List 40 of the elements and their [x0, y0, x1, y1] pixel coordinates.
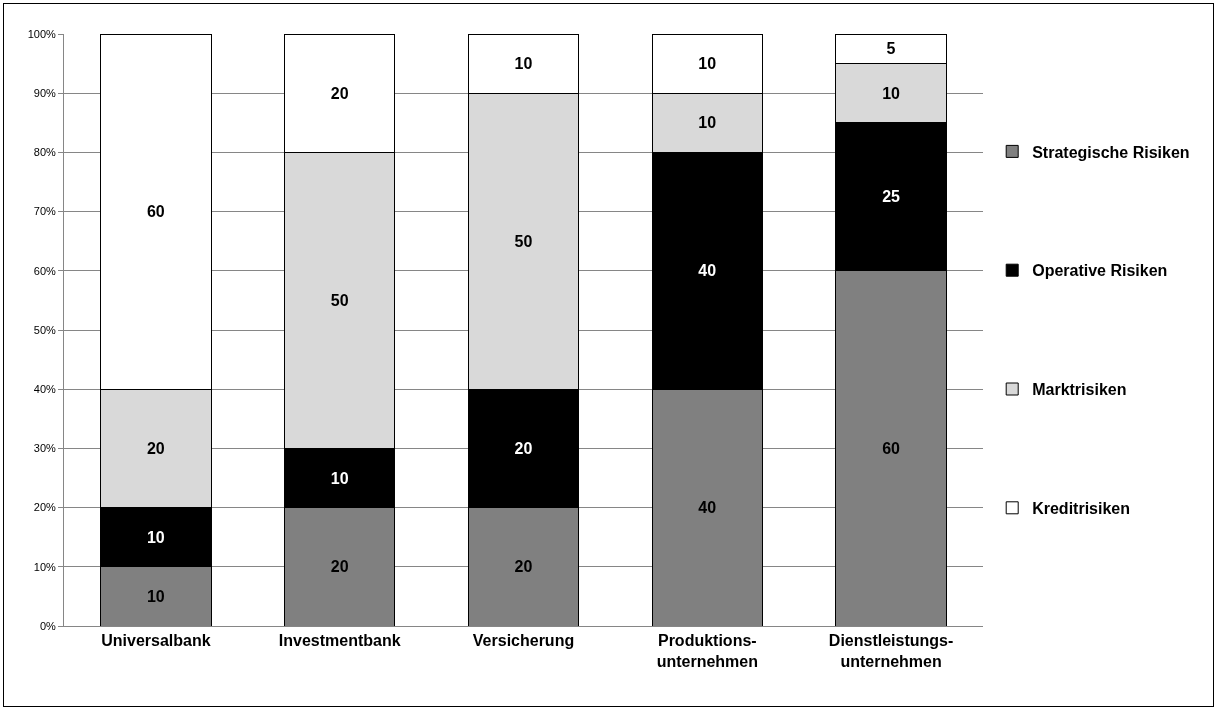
- data-label: 20: [514, 558, 533, 576]
- y-tick-label: 90%: [33, 87, 56, 100]
- x-tick-label: Versicherung: [472, 632, 575, 650]
- y-tick-label: 60%: [33, 264, 56, 277]
- data-label: 50: [330, 291, 349, 309]
- y-tick-label: 100%: [27, 27, 57, 40]
- data-label: 20: [330, 558, 349, 576]
- data-label: 10: [146, 587, 165, 605]
- data-label: 10: [698, 114, 717, 132]
- y-tick-label: 0%: [39, 619, 57, 632]
- data-label: 50: [514, 232, 533, 250]
- y-tick-label: 40%: [33, 383, 56, 396]
- x-tick-label: Dienstleistungs- unternehmen: [828, 632, 954, 670]
- y-tick-label: 70%: [33, 205, 56, 218]
- data-label: 25: [882, 188, 901, 206]
- data-label: 10: [514, 55, 533, 73]
- data-label: 20: [146, 439, 165, 457]
- data-label: 5: [886, 40, 896, 58]
- legend-label: Kreditrisiken: [1032, 500, 1130, 518]
- legend-label: Strategische Risiken: [1032, 143, 1190, 161]
- y-tick-label: 80%: [33, 146, 56, 159]
- data-label: 40: [698, 262, 717, 280]
- data-label: 60: [146, 203, 165, 221]
- data-label: 10: [882, 84, 901, 102]
- y-tick-label: 20%: [33, 501, 56, 514]
- data-label: 10: [698, 55, 717, 73]
- x-tick-label: Produktions- unternehmen: [656, 632, 758, 670]
- x-tick-label: Universalbank: [101, 632, 211, 650]
- data-label: 60: [882, 439, 901, 457]
- y-tick-label: 10%: [33, 560, 56, 573]
- legend-label: Operative Risiken: [1032, 262, 1168, 280]
- data-label: 20: [514, 439, 533, 457]
- data-label: 40: [698, 499, 717, 517]
- y-tick-label: 50%: [33, 323, 56, 336]
- y-tick-label: 30%: [33, 442, 56, 455]
- data-label: 10: [146, 528, 165, 546]
- legend-label: Marktrisiken: [1032, 381, 1127, 399]
- data-label: 10: [330, 469, 349, 487]
- data-label: 20: [330, 84, 349, 102]
- x-tick-label: Investmentbank: [278, 632, 401, 650]
